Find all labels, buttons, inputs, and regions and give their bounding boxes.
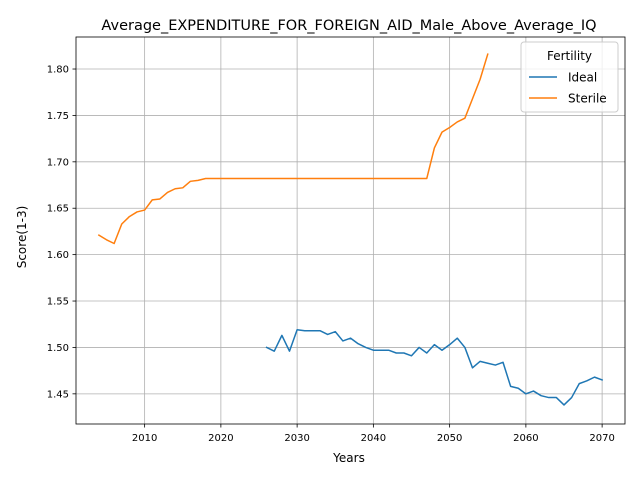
y-tick-label: 1.80 — [47, 65, 69, 76]
chart-title: Average_EXPENDITURE_FOR_FOREIGN_AID_Male… — [101, 18, 596, 34]
y-tick-label: 1.75 — [47, 111, 69, 122]
x-tick-label: 2010 — [132, 433, 157, 444]
y-axis-label: Score(1-3) — [15, 206, 29, 269]
x-tick-label: 2050 — [437, 433, 462, 444]
y-tick-label: 1.55 — [47, 297, 69, 308]
legend-label-sterile: Sterile — [568, 92, 607, 106]
series-lines — [97, 53, 604, 406]
x-tick-label: 2020 — [208, 433, 233, 444]
y-tick-label: 1.60 — [47, 250, 69, 261]
x-tick-label: 2040 — [361, 433, 386, 444]
grid — [76, 37, 625, 424]
plot-frame — [75, 36, 626, 425]
x-axis-label: Years — [332, 451, 365, 465]
x-axis-ticks: 2010 2020 2030 2040 2050 2060 2070 — [132, 424, 615, 444]
y-tick-label: 1.70 — [47, 157, 69, 168]
legend-box — [520, 41, 619, 113]
legend-label-ideal: Ideal — [568, 71, 597, 85]
x-tick-label: 2030 — [284, 433, 309, 444]
y-axis-ticks: 1.45 1.50 1.55 1.60 1.65 1.70 1.75 1.80 — [47, 65, 76, 400]
legend: Fertility Ideal Sterile — [520, 41, 619, 113]
series-line-sterile — [97, 53, 489, 245]
series-line-ideal — [265, 329, 604, 406]
y-tick-label: 1.45 — [47, 389, 69, 400]
y-tick-label: 1.50 — [47, 343, 69, 354]
legend-title: Fertility — [547, 49, 592, 63]
x-tick-label: 2070 — [589, 433, 614, 444]
y-tick-label: 1.65 — [47, 204, 69, 215]
x-tick-label: 2060 — [513, 433, 538, 444]
